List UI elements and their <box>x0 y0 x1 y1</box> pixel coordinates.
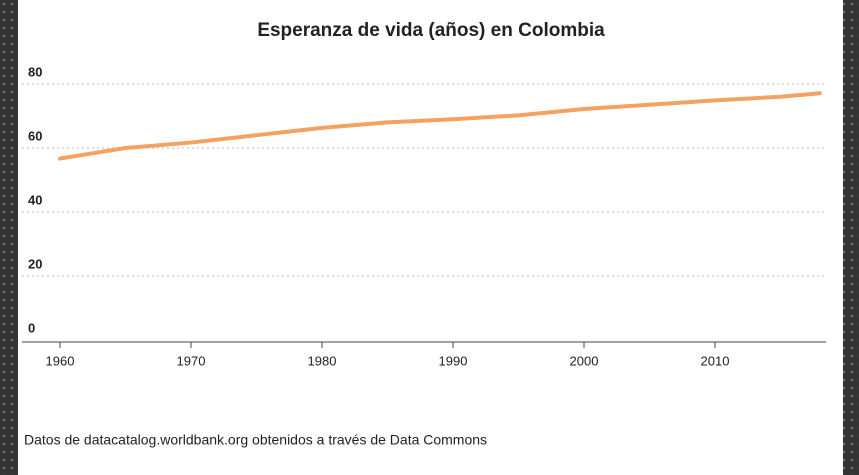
x-tick-label: 1990 <box>439 353 468 368</box>
line <box>58 91 822 161</box>
y-tick-label: 40 <box>28 192 42 207</box>
source-note: Datos de datacatalog.worldbank.org obten… <box>24 432 487 448</box>
y-tick-label: 20 <box>28 256 42 271</box>
x-tick-label: 2000 <box>570 353 599 368</box>
x-tick-label: 1980 <box>308 353 337 368</box>
y-tick-label: 80 <box>28 64 42 79</box>
chart-title: Esperanza de vida (años) en Colombia <box>257 20 605 41</box>
y-tick-label: 0 <box>28 320 35 335</box>
x-tick-label: 2010 <box>701 353 730 368</box>
y-tick-label: 60 <box>28 128 42 143</box>
x-tick-label: 1960 <box>46 353 75 368</box>
panel <box>18 0 843 475</box>
x-tick-label: 1970 <box>177 353 206 368</box>
